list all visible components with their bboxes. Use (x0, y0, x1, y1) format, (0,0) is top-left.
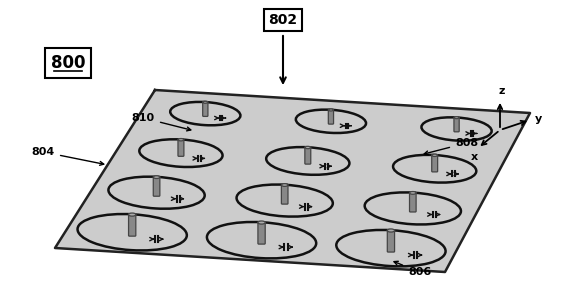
Ellipse shape (258, 221, 265, 224)
Ellipse shape (432, 154, 438, 156)
FancyBboxPatch shape (305, 147, 311, 164)
Text: y: y (535, 114, 542, 124)
Ellipse shape (454, 117, 459, 119)
Text: x: x (470, 152, 478, 162)
Text: 800: 800 (51, 54, 85, 72)
FancyBboxPatch shape (409, 192, 416, 212)
Ellipse shape (409, 192, 416, 194)
FancyBboxPatch shape (258, 222, 265, 244)
Text: 810: 810 (132, 113, 191, 131)
Text: 808: 808 (424, 138, 478, 155)
Ellipse shape (329, 109, 333, 111)
Ellipse shape (387, 229, 395, 232)
FancyBboxPatch shape (129, 214, 136, 236)
Ellipse shape (305, 146, 311, 149)
Text: 806: 806 (394, 261, 431, 277)
Ellipse shape (153, 176, 160, 178)
FancyBboxPatch shape (387, 230, 395, 252)
Text: 802: 802 (268, 13, 298, 27)
Polygon shape (55, 90, 530, 272)
FancyBboxPatch shape (153, 176, 160, 196)
FancyBboxPatch shape (202, 101, 208, 116)
Ellipse shape (281, 184, 288, 186)
FancyBboxPatch shape (328, 109, 333, 124)
FancyBboxPatch shape (454, 117, 459, 132)
Text: 804: 804 (32, 147, 104, 165)
Ellipse shape (129, 213, 136, 216)
FancyBboxPatch shape (281, 184, 288, 204)
Ellipse shape (203, 101, 208, 103)
Text: z: z (499, 86, 505, 96)
Ellipse shape (178, 139, 184, 141)
FancyBboxPatch shape (178, 139, 184, 156)
FancyBboxPatch shape (431, 154, 438, 172)
